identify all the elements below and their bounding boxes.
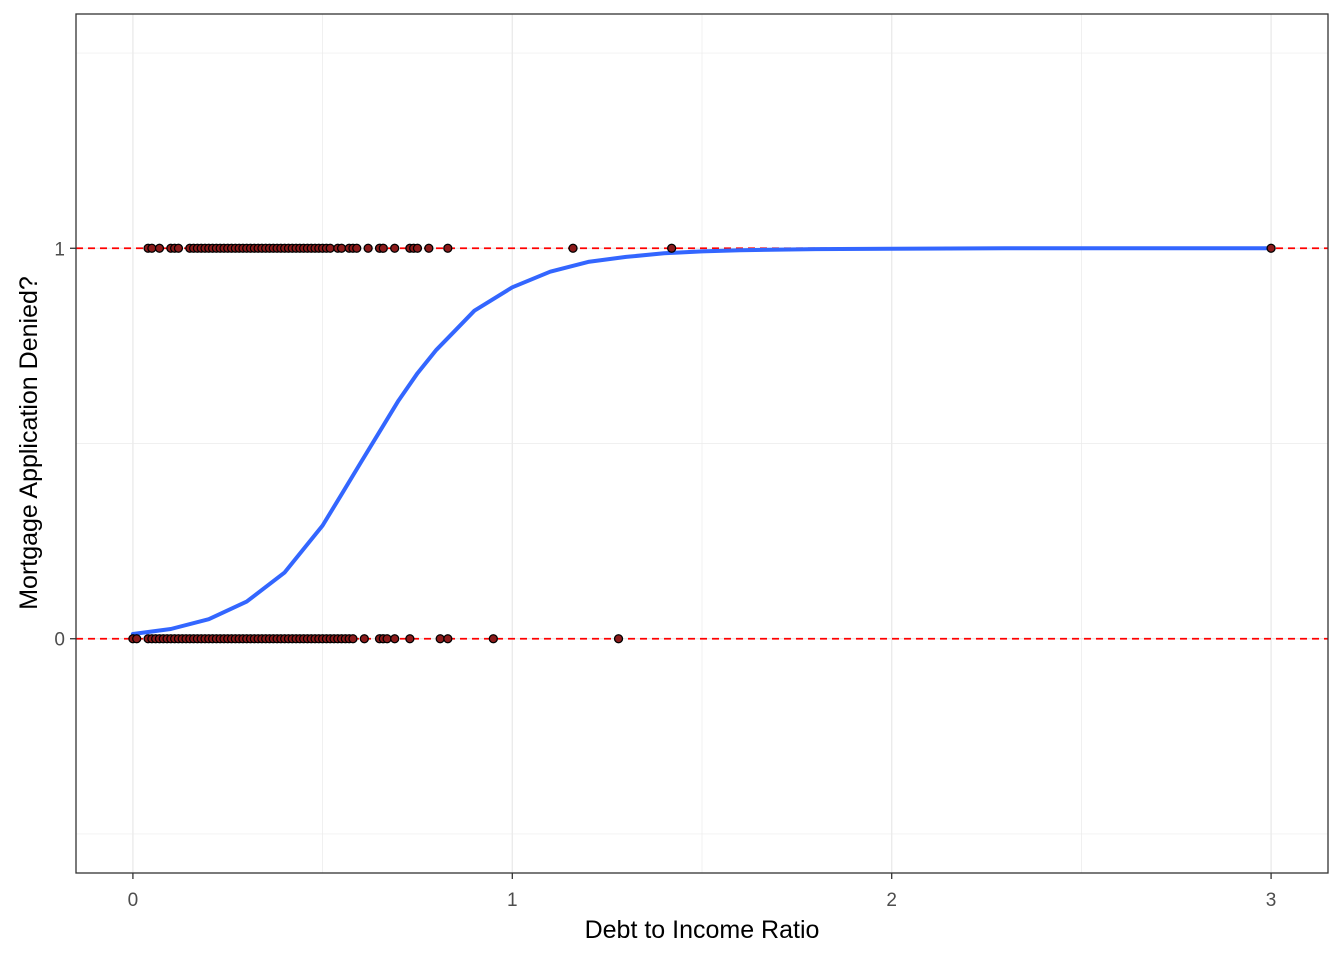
data-point-y1-60 [1266,243,1276,253]
data-point-y0-60 [382,634,392,644]
x-axis-ticks: 0 1 2 3 [128,873,1277,911]
data-point-y0-62 [405,634,415,644]
data-point-y1-58 [568,243,578,253]
y-tick-label-0: 0 [54,630,65,651]
data-point-y1-5 [173,243,184,253]
data-point-y1-56 [424,243,434,253]
data-point-y1-52 [390,243,400,253]
data-points [128,243,1276,644]
y-tick-label-1: 1 [54,239,65,260]
fitted-curve [130,246,1274,636]
data-point-y1-48 [352,243,362,253]
data-point-y1-51 [378,243,388,253]
data-point-y1-43 [325,243,335,253]
data-point-y1-55 [412,243,423,253]
data-point-y0-1 [132,634,142,644]
data-point-y0-57 [359,634,369,644]
x-axis-title: Debt to Income Ratio [585,916,820,944]
x-tick-label-3: 3 [1266,890,1277,911]
x-tick-label-0: 0 [128,890,139,911]
data-point-y0-64 [443,634,453,644]
data-point-y1-1 [147,243,157,253]
y-axis-ticks: 01 [54,239,76,651]
data-point-y0-65 [488,634,498,644]
x-tick-label-2: 2 [886,890,897,911]
data-point-y0-61 [390,634,400,644]
data-point-y1-57 [443,243,453,253]
data-point-y0-56 [348,634,358,644]
x-tick-label-1: 1 [507,890,518,911]
data-point-y1-49 [363,243,373,253]
y-axis-title: Mortgage Application Denied? [15,276,43,610]
data-point-y0-66 [613,634,624,644]
data-point-y0-63 [435,634,445,644]
data-point-y1-59 [666,243,677,253]
plot-border [75,13,1329,874]
fitted-curve-line-0 [130,246,1274,636]
data-point-y1-2 [154,243,165,253]
data-point-y1-45 [336,243,347,253]
